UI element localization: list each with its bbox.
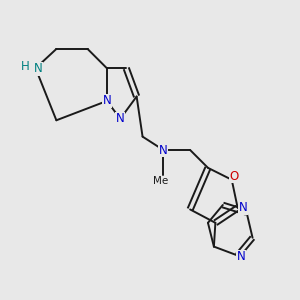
Text: Me: Me [153,176,168,186]
Text: N: N [239,202,248,214]
Text: N: N [237,250,246,263]
Text: N: N [34,62,42,75]
Text: H: H [21,60,30,73]
Text: N: N [159,143,168,157]
Text: N: N [116,112,125,125]
Text: O: O [230,170,239,183]
Text: N: N [103,94,111,107]
